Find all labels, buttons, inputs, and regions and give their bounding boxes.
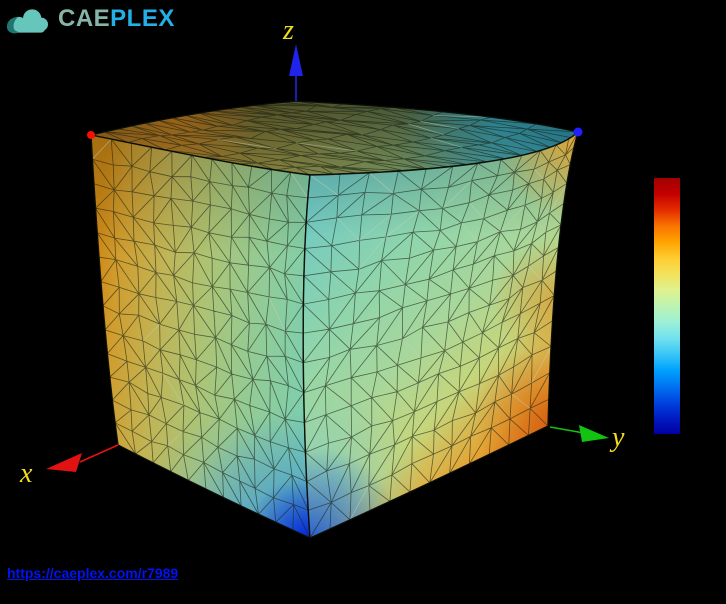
node-marker-red xyxy=(87,131,95,139)
axis-y: y xyxy=(549,422,625,453)
axis-label-y: y xyxy=(609,422,625,453)
axis-x: x xyxy=(19,444,119,489)
cube-face-right xyxy=(302,129,580,540)
logo-text-plex: PLEX xyxy=(110,5,175,32)
axis-label-x: x xyxy=(19,458,33,489)
caeplex-logo[interactable]: CAEPLEX xyxy=(4,6,175,36)
logo-text: CAEPLEX xyxy=(58,6,175,32)
colorbar xyxy=(654,178,680,434)
node-marker-blue xyxy=(573,127,583,137)
cloud-icon xyxy=(6,9,48,34)
axis-z: z xyxy=(282,15,303,101)
cube-face-left xyxy=(90,134,311,540)
share-link[interactable]: https://caeplex.com/r7989 xyxy=(7,565,179,581)
axis-label-z: z xyxy=(282,15,294,46)
logo-text-cae: CAE xyxy=(58,5,111,32)
